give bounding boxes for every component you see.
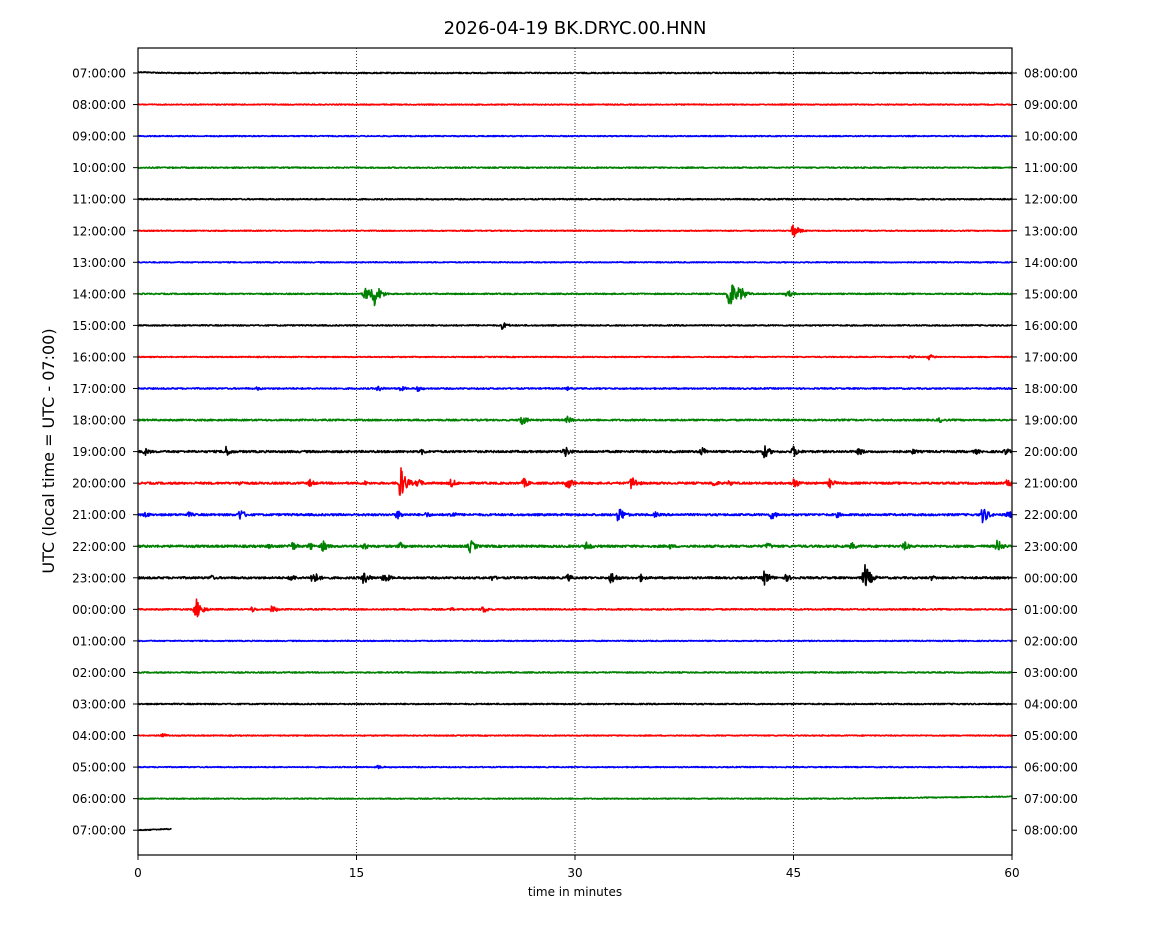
- seismogram-trace: [137, 103, 1013, 106]
- utc-tick-label: 10:00:00: [72, 161, 126, 175]
- utc-tick-label: 22:00:00: [72, 540, 126, 554]
- local-tick-label: 03:00:00: [1024, 666, 1078, 680]
- local-tick-label: 09:00:00: [1024, 98, 1078, 112]
- local-tick-label: 05:00:00: [1024, 729, 1078, 743]
- seismogram-trace: [137, 322, 1013, 330]
- local-tick-label: 07:00:00: [1024, 792, 1078, 806]
- seismogram-trace: [137, 702, 1013, 706]
- local-tick-label: 02:00:00: [1024, 634, 1078, 648]
- local-tick-label: 18:00:00: [1024, 382, 1078, 396]
- seismogram-trace: [137, 733, 1013, 738]
- seismogram-trace: [137, 795, 1013, 800]
- utc-tick-label: 07:00:00: [72, 67, 126, 81]
- seismogram-traces: [137, 70, 1013, 832]
- utc-tick-label: 21:00:00: [72, 508, 126, 522]
- y-axis-left-ticks: 07:00:00 08:00:00 09:00:00 10:00:00 11:00:00…: [72, 67, 138, 838]
- seismogram-trace: [137, 415, 1013, 425]
- x-tick-label: 15: [349, 866, 364, 880]
- seismogram-trace: [137, 598, 1013, 618]
- seismogram-trace: [137, 134, 1013, 138]
- y-axis-label: UTC (local time = UTC - 07:00): [39, 328, 58, 573]
- local-tick-label: 11:00:00: [1024, 161, 1078, 175]
- utc-tick-label: 23:00:00: [72, 571, 126, 585]
- local-tick-label: 00:00:00: [1024, 571, 1078, 585]
- utc-tick-label: 14:00:00: [72, 287, 126, 301]
- utc-tick-label: 06:00:00: [72, 792, 126, 806]
- local-tick-label: 10:00:00: [1024, 130, 1078, 144]
- utc-tick-label: 18:00:00: [72, 414, 126, 428]
- seismogram-trace: [137, 671, 1013, 674]
- utc-tick-label: 15:00:00: [72, 319, 126, 333]
- chart-title: 2026-04-19 BK.DRYC.00.HNN: [444, 18, 707, 39]
- local-tick-label: 06:00:00: [1024, 761, 1078, 775]
- seismogram-trace: [137, 639, 1013, 643]
- utc-tick-label: 20:00:00: [72, 477, 126, 491]
- seismogram-trace: [137, 467, 1013, 496]
- local-tick-label: 08:00:00: [1024, 67, 1078, 81]
- utc-tick-label: 02:00:00: [72, 666, 126, 680]
- seismogram-trace: [137, 197, 1013, 201]
- x-tick-label: 60: [1004, 866, 1019, 880]
- utc-tick-label: 03:00:00: [72, 698, 126, 712]
- seismogram-trace: [137, 354, 1013, 361]
- seismogram-trace: [137, 261, 1013, 264]
- local-tick-label: 17:00:00: [1024, 350, 1078, 364]
- seismogram-trace: [137, 508, 1013, 524]
- local-tick-label: 20:00:00: [1024, 445, 1078, 459]
- seismogram-trace: [137, 166, 1013, 170]
- local-tick-label: 15:00:00: [1024, 287, 1078, 301]
- x-tick-label: 30: [567, 866, 582, 880]
- local-tick-label: 16:00:00: [1024, 319, 1078, 333]
- x-axis-ticks: 0 15 30 45 60: [134, 855, 1020, 880]
- y-axis-right-ticks: 08:00:00 09:00:00 10:00:00 11:00:00 12:00:00…: [1012, 67, 1078, 838]
- utc-tick-label: 01:00:00: [72, 634, 126, 648]
- utc-tick-label: 12:00:00: [72, 224, 126, 238]
- local-tick-label: 12:00:00: [1024, 193, 1078, 207]
- x-axis-label: time in minutes: [528, 885, 622, 899]
- utc-tick-label: 17:00:00: [72, 382, 126, 396]
- local-tick-label: 04:00:00: [1024, 698, 1078, 712]
- seismogram-trace: [137, 284, 1013, 307]
- seismogram-trace: [137, 224, 1013, 238]
- utc-tick-label: 16:00:00: [72, 350, 126, 364]
- vertical-gridlines: [356, 48, 794, 855]
- local-tick-label: 23:00:00: [1024, 540, 1078, 554]
- seismogram-trace: [137, 385, 1013, 392]
- utc-tick-label: 13:00:00: [72, 256, 126, 270]
- x-tick-label: 45: [786, 866, 801, 880]
- local-tick-label: 08:00:00: [1024, 824, 1078, 838]
- x-tick-label: 0: [134, 866, 142, 880]
- utc-tick-label: 19:00:00: [72, 445, 126, 459]
- local-tick-label: 22:00:00: [1024, 508, 1078, 522]
- seismogram-trace: [137, 563, 1013, 587]
- utc-tick-label: 09:00:00: [72, 130, 126, 144]
- seismogram-trace: [137, 764, 1013, 770]
- seismogram-trace: [137, 70, 1013, 75]
- seismogram-trace: [137, 445, 1013, 459]
- seismogram-trace: [137, 539, 1013, 554]
- local-tick-label: 21:00:00: [1024, 477, 1078, 491]
- utc-tick-label: 00:00:00: [72, 603, 126, 617]
- local-tick-label: 01:00:00: [1024, 603, 1078, 617]
- utc-tick-label: 11:00:00: [72, 193, 126, 207]
- utc-tick-label: 07:00:00: [72, 824, 126, 838]
- seismogram-trace: [137, 827, 172, 832]
- utc-tick-label: 04:00:00: [72, 729, 126, 743]
- utc-tick-label: 05:00:00: [72, 761, 126, 775]
- local-tick-label: 14:00:00: [1024, 256, 1078, 270]
- utc-tick-label: 08:00:00: [72, 98, 126, 112]
- local-tick-label: 19:00:00: [1024, 414, 1078, 428]
- local-tick-label: 13:00:00: [1024, 224, 1078, 238]
